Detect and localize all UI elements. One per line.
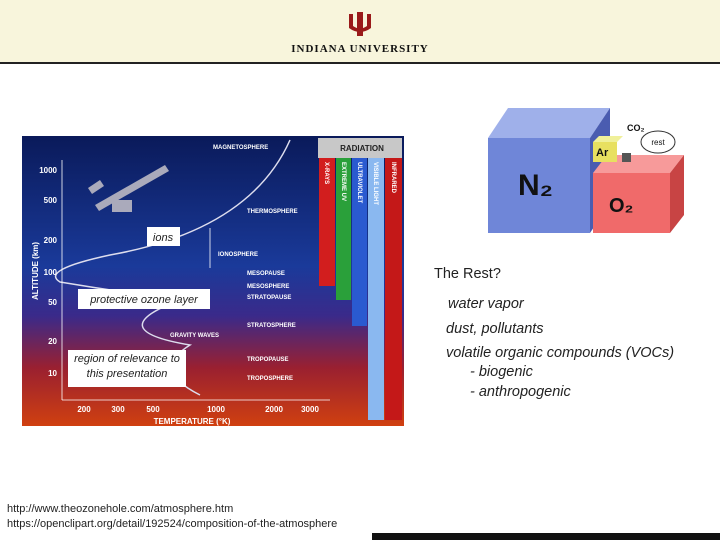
temperature-tick: 2000 <box>265 405 283 414</box>
footer-bar <box>372 533 720 540</box>
annotation: protective ozone layer <box>89 294 199 306</box>
gas-label: Ar <box>596 147 609 159</box>
source-url: http://www.theozonehole.com/atmosphere.h… <box>7 503 233 515</box>
altitude-tick: 1000 <box>39 166 57 175</box>
layer-label: TROPOSPHERE <box>247 376 293 382</box>
layer-label: GRAVITY WAVES <box>170 333 219 339</box>
header-rule <box>0 62 720 64</box>
temperature-tick: 3000 <box>301 405 319 414</box>
annotation-text: region of relevance to this presentation <box>74 353 180 380</box>
logo <box>349 12 371 36</box>
layer-label: STRATOSPHERE <box>247 323 296 329</box>
annotation: ions <box>153 232 174 244</box>
temperature-tick: 1000 <box>207 405 225 414</box>
annotation-box <box>147 227 180 246</box>
atmosphere-figure: RADIATION X-RAYS EXTREME UV ULTRAVIOLET … <box>22 136 404 426</box>
layer-label: STRATOPAUSE <box>247 295 291 301</box>
layer-label: MAGNETOSPHERE <box>213 145 268 151</box>
band-uv <box>352 158 367 326</box>
altitude-tick: 50 <box>48 298 57 307</box>
temperature-tick: 300 <box>111 405 125 414</box>
annotation-box <box>78 289 210 309</box>
temperature-tick: 200 <box>77 405 91 414</box>
layer-label: TROPOPAUSE <box>247 357 289 363</box>
temperature-tick: 500 <box>146 405 160 414</box>
satellites <box>88 165 169 212</box>
gas-label: CO₂ <box>627 123 645 133</box>
band-label: VISIBLE LIGHT <box>372 162 378 205</box>
temperature-profile <box>54 139 291 396</box>
band-label: EXTREME UV <box>340 162 346 201</box>
band-visible <box>368 158 384 420</box>
source-url: https://openclipart.org/detail/192524/co… <box>7 518 337 530</box>
list-item: water vapor <box>448 296 525 312</box>
list-item: - biogenic <box>470 364 534 380</box>
annotation: region of relevance to this presentation <box>74 353 180 380</box>
radiation-header <box>318 138 402 158</box>
altitude-tick: 100 <box>44 268 58 277</box>
list-heading: The Rest? <box>434 266 501 282</box>
band-label: X-RAYS <box>323 162 329 184</box>
band-euv <box>336 158 351 300</box>
layer-label: MESOPAUSE <box>247 271 285 277</box>
band-label: ULTRAVIOLET <box>356 162 362 203</box>
list-item: dust, pollutants <box>446 321 544 337</box>
gas-label: rest <box>651 138 665 147</box>
layer-label: THERMOSPHERE <box>247 209 298 215</box>
annotation-box <box>68 350 186 387</box>
header-title: INDIANA UNIVERSITY <box>291 43 429 55</box>
band-infrared <box>385 158 402 420</box>
altitude-tick: 500 <box>44 196 58 205</box>
layer-label: MESOSPHERE <box>247 284 289 290</box>
altitude-tick: 200 <box>44 236 58 245</box>
composition-figure: N₂ O₂ Ar CO₂ rest <box>488 108 684 233</box>
gas-label: N₂ <box>518 169 553 202</box>
altitude-axis-label: ALTITUDE (km) <box>31 242 40 300</box>
radiation-title: RADIATION <box>340 144 384 153</box>
layer-label: IONOSPHERE <box>218 252 258 258</box>
list-item: volatile organic compounds (VOCs) <box>446 345 674 361</box>
altitude-tick: 10 <box>48 369 57 378</box>
altitude-tick: 20 <box>48 337 57 346</box>
band-xrays <box>319 158 335 286</box>
gas-label: O₂ <box>609 195 633 217</box>
band-label: INFRARED <box>390 162 396 194</box>
list-item: - anthropogenic <box>470 384 572 400</box>
temperature-axis-label: TEMPERATURE (°K) <box>154 417 231 426</box>
